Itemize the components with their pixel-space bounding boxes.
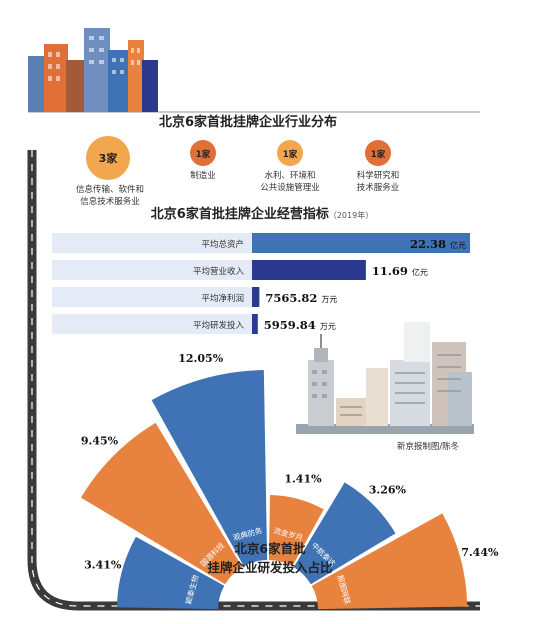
- indicator-bar: [252, 314, 258, 334]
- industry-item: 1家 水利、环境和 公共设施管理业: [260, 140, 320, 193]
- industry-label: 信息技术服务业: [80, 196, 140, 207]
- indicator-row-bg: [52, 260, 252, 280]
- indicator-row-bg: [52, 233, 252, 253]
- industry-circle: [277, 140, 303, 166]
- indicator-bar: [252, 233, 470, 253]
- industry-label: 水利、环境和: [264, 170, 315, 181]
- industry-circle: [365, 140, 391, 166]
- indicator-label: 平均研发投入: [193, 320, 245, 331]
- skyline-illustration: [296, 322, 474, 434]
- fan-slice: [80, 422, 243, 585]
- city-buildings-illustration: [28, 28, 158, 112]
- fan-slice: [293, 482, 396, 585]
- industry-circle-large: [86, 136, 130, 180]
- indicator-value: 5959.84 万元: [264, 318, 336, 332]
- fan-slice-value: 1.41%: [284, 473, 322, 486]
- industry-count: 3家: [99, 151, 119, 165]
- indicator-label: 平均净利润: [201, 293, 244, 304]
- indicator-row-bg: [52, 314, 252, 334]
- indicator-row-bg: [52, 287, 252, 307]
- fan-slice: [151, 370, 268, 567]
- fan-slice: [268, 495, 324, 567]
- industry-label: 公共设施管理业: [260, 182, 320, 193]
- indicator-bar: [252, 260, 366, 280]
- indicator-year: （2019年）: [329, 210, 373, 220]
- industry-item: 3家 信息传输、软件和 信息技术服务业: [76, 136, 144, 207]
- industry-label: 制造业: [190, 170, 216, 181]
- industry-count: 1家: [371, 149, 386, 160]
- indicator-value: 22.38 亿元: [410, 237, 466, 251]
- indicator-label: 平均营业收入: [193, 266, 245, 277]
- fan-slice: [116, 536, 225, 610]
- industry-label: 科学研究和: [357, 170, 400, 181]
- fan-slice-value: 7.44%: [461, 546, 499, 559]
- indicator-bar: [252, 287, 260, 307]
- chart-title-line1: 北京6家首批: [234, 541, 306, 556]
- indicator-value: 11.69 亿元: [372, 264, 428, 278]
- industry-count: 1家: [283, 149, 298, 160]
- industry-label: 技术服务业: [357, 182, 400, 193]
- chart-title-line2: 挂牌企业研发投入占比: [207, 560, 333, 575]
- fan-slice-value: 3.26%: [369, 484, 407, 497]
- indicator-label: 平均总资产: [201, 239, 244, 250]
- indicator-title: 北京6家首批挂牌企业经营指标（2019年）: [151, 206, 373, 222]
- industry-item: 1家 制造业: [190, 140, 216, 181]
- indicator-value: 7565.82 万元: [265, 291, 337, 305]
- indicator-title-text: 北京6家首批挂牌企业经营指标: [151, 206, 329, 222]
- fan-slice-value: 9.45%: [81, 435, 119, 448]
- industry-circle: [190, 140, 216, 166]
- industry-item: 1家 科学研究和 技术服务业: [357, 140, 400, 193]
- credit-text: 新京报制图/陈冬: [397, 441, 460, 452]
- fan-slice: [311, 513, 468, 610]
- fan-slice-value: 12.05%: [178, 352, 223, 365]
- fan-slice-value: 3.41%: [84, 559, 122, 572]
- industry-label: 信息传输、软件和: [76, 184, 144, 195]
- road-dash: [31, 150, 480, 607]
- industry-title: 北京6家首批挂牌企业行业分布: [159, 114, 337, 130]
- industry-count: 1家: [196, 149, 211, 160]
